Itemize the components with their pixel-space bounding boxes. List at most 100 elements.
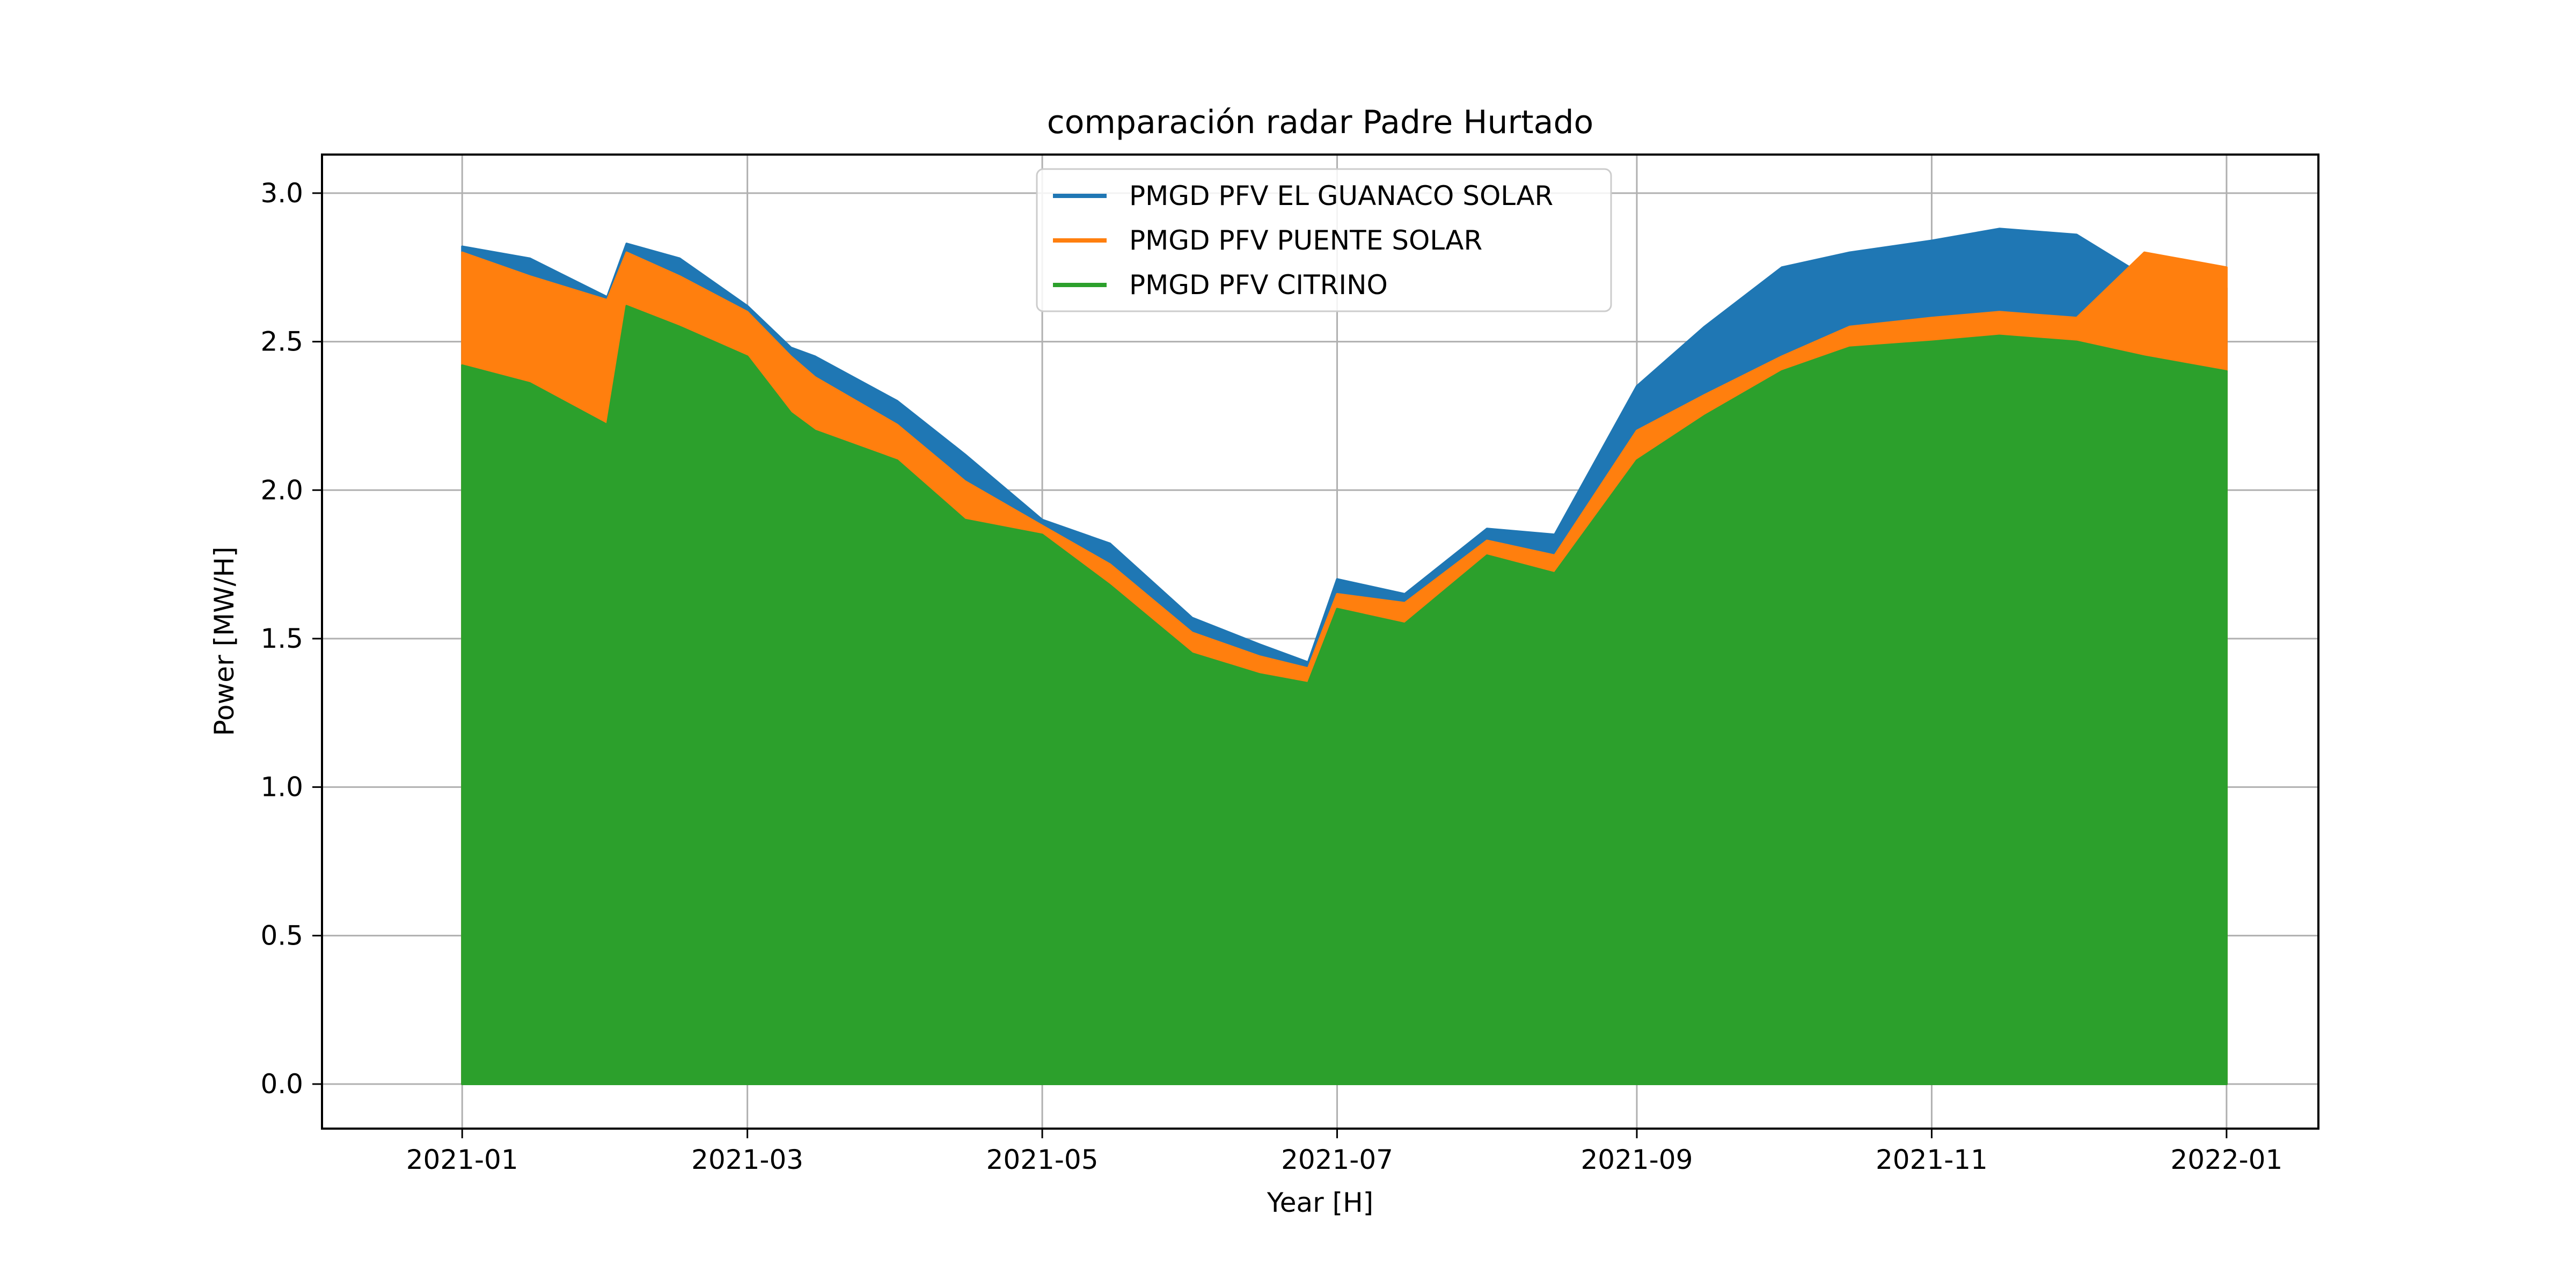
series-pmgd-pfv-puente-solar-point	[790, 356, 792, 357]
series-pmgd-pfv-puente-solar-point	[1554, 555, 1555, 556]
series-pmgd-pfv-citrino-point	[1849, 347, 1850, 348]
series-pmgd-pfv-citrino-point	[1259, 674, 1261, 675]
series-pmgd-pfv-citrino-point	[1042, 534, 1043, 536]
series-pmgd-pfv-puente-solar-point	[1486, 540, 1488, 541]
series-pmgd-pfv-el-guanaco-solar-point	[814, 356, 816, 357]
series-pmgd-pfv-el-guanaco-solar-point	[462, 246, 463, 247]
series-pmgd-pfv-el-guanaco-solar-point	[1931, 240, 1933, 241]
series-pmgd-pfv-citrino-point	[1931, 341, 1933, 342]
x-tick-label: 2021-11	[1876, 1144, 1988, 1175]
series-pmgd-pfv-citrino-point	[790, 412, 792, 414]
series-pmgd-pfv-puente-solar-point	[1042, 525, 1043, 526]
series-pmgd-pfv-citrino-point	[896, 460, 898, 461]
series-pmgd-pfv-citrino-point	[1336, 608, 1338, 610]
x-tick-label: 2021-05	[986, 1144, 1099, 1175]
x-tick-label: 2021-07	[1281, 1144, 1393, 1175]
x-tick-label: 2021-03	[691, 1144, 803, 1175]
series-pmgd-pfv-puente-solar-point	[1636, 430, 1637, 431]
series-pmgd-pfv-puente-solar-point	[1109, 564, 1111, 565]
series-pmgd-pfv-citrino-point	[626, 305, 627, 307]
series-pmgd-pfv-puente-solar-point	[1307, 668, 1309, 669]
series-pmgd-pfv-el-guanaco-solar-point	[1404, 594, 1406, 595]
x-axis-label: Year [H]	[1267, 1187, 1373, 1218]
series-pmgd-pfv-citrino-point	[1109, 584, 1111, 586]
series-pmgd-pfv-el-guanaco-solar-point	[1042, 519, 1043, 521]
series-pmgd-pfv-citrino-point	[1191, 653, 1193, 654]
series-pmgd-pfv-puente-solar-point	[896, 424, 898, 426]
series-pmgd-pfv-citrino-point	[747, 356, 748, 357]
x-axis-ticks: 2021-01 2021-03 2021-05 2021-07 2021-09 2021-…	[406, 1129, 2282, 1175]
series-pmgd-pfv-citrino-point	[1781, 370, 1783, 372]
series-pmgd-pfv-el-guanaco-solar-point	[1486, 528, 1488, 530]
series-pmgd-pfv-puente-solar-point	[2076, 317, 2077, 319]
series-pmgd-pfv-el-guanaco-solar-point	[964, 453, 965, 455]
series-pmgd-pfv-el-guanaco-solar-point	[1109, 543, 1111, 544]
series-pmgd-pfv-citrino-point	[964, 519, 965, 521]
series-pmgd-pfv-puente-solar-point	[1781, 356, 1783, 357]
series-pmgd-pfv-citrino-point	[2226, 370, 2227, 372]
series-pmgd-pfv-el-guanaco-solar-point	[747, 305, 748, 307]
series-pmgd-pfv-puente-solar-point	[2226, 267, 2227, 268]
series-pmgd-pfv-el-guanaco-solar-point	[679, 258, 680, 259]
series-pmgd-pfv-citrino-point	[1307, 683, 1309, 684]
y-tick-label: 3.0	[260, 178, 303, 209]
series-pmgd-pfv-el-guanaco-solar-point	[529, 258, 531, 259]
legend-item-pmgd-pfv-puente-solar-label: PMGD PFV PUENTE SOLAR	[1129, 225, 1482, 256]
series-pmgd-pfv-el-guanaco-solar-point	[1849, 252, 1850, 253]
legend: PMGD PFV EL GUANACO SOLAR PMGD PFV PUENTE…	[1036, 168, 1612, 312]
y-axis-label: Power [MW/H]	[209, 546, 240, 736]
y-tick-label: 0.5	[260, 920, 303, 951]
series-pmgd-pfv-citrino-point	[1999, 335, 2000, 336]
series-pmgd-pfv-puente-solar-point	[606, 299, 608, 301]
series-pmgd-pfv-el-guanaco-solar-point	[1307, 662, 1309, 663]
series-pmgd-pfv-citrino-point	[462, 364, 463, 366]
x-tick-label: 2021-01	[406, 1144, 518, 1175]
x-tick-label: 2022-01	[2170, 1144, 2282, 1175]
series-pmgd-pfv-puente-solar-point	[626, 252, 627, 253]
series-pmgd-pfv-el-guanaco-solar-point	[1636, 385, 1637, 387]
series-pmgd-pfv-citrino-point	[606, 424, 608, 426]
series-pmgd-pfv-el-guanaco-solar-point	[1191, 617, 1193, 619]
series-pmgd-pfv-puente-solar-point	[462, 252, 463, 253]
y-tick-label: 1.5	[260, 623, 303, 654]
legend-item-pmgd-pfv-el-guanaco-solar-label: PMGD PFV EL GUANACO SOLAR	[1129, 180, 1553, 211]
series-pmgd-pfv-puente-solar-point	[679, 275, 680, 277]
series-pmgd-pfv-puente-solar-point	[1704, 394, 1706, 396]
series-pmgd-pfv-citrino-point	[814, 430, 816, 431]
series-pmgd-pfv-puente-solar-point	[1191, 632, 1193, 633]
series-pmgd-pfv-el-guanaco-solar-point	[1781, 267, 1783, 268]
series-pmgd-pfv-el-guanaco-solar-point	[896, 400, 898, 402]
series-pmgd-pfv-puente-solar-point	[1931, 317, 1933, 319]
series-layer	[461, 228, 2228, 1085]
y-axis-ticks: 0.0 0.5 1.0 1.5 2.0 2.5 3.0	[260, 178, 322, 1100]
legend-box	[1036, 168, 1612, 312]
series-pmgd-pfv-puente-solar-point	[1336, 594, 1338, 595]
series-pmgd-pfv-el-guanaco-solar-point	[626, 243, 627, 244]
series-pmgd-pfv-puente-solar-point	[964, 480, 965, 482]
series-pmgd-pfv-citrino-point	[2076, 341, 2077, 342]
y-tick-label: 0.0	[260, 1069, 303, 1100]
series-pmgd-pfv-puente-solar-point	[747, 311, 748, 313]
series-pmgd-pfv-citrino-point	[1486, 555, 1488, 556]
series-pmgd-pfv-el-guanaco-solar-point	[1259, 644, 1261, 645]
series-pmgd-pfv-puente-solar-point	[1404, 602, 1406, 604]
legend-item-pmgd-pfv-citrino-label: PMGD PFV CITRINO	[1129, 269, 1388, 301]
series-pmgd-pfv-puente-solar-point	[1999, 311, 2000, 313]
series-pmgd-pfv-citrino-point	[529, 383, 531, 384]
series-pmgd-pfv-el-guanaco-solar-point	[2076, 234, 2077, 236]
series-pmgd-pfv-citrino-point	[1404, 623, 1406, 625]
series-pmgd-pfv-puente-solar-point	[529, 275, 531, 277]
series-pmgd-pfv-puente-solar-point	[2143, 252, 2145, 253]
y-tick-label: 2.0	[260, 474, 303, 506]
series-pmgd-pfv-el-guanaco-solar-point	[1554, 534, 1555, 536]
series-pmgd-pfv-puente-solar-point	[814, 377, 816, 378]
y-tick-label: 1.0	[260, 772, 303, 803]
series-pmgd-pfv-el-guanaco-solar-point	[1999, 228, 2000, 230]
series-pmgd-pfv-citrino-point	[2143, 356, 2145, 357]
series-pmgd-pfv-citrino-point	[679, 326, 680, 327]
chart-title: comparación radar Padre Hurtado	[1047, 104, 1594, 141]
series-pmgd-pfv-citrino-point	[1636, 460, 1637, 461]
series-pmgd-pfv-puente-solar-point	[1259, 656, 1261, 657]
